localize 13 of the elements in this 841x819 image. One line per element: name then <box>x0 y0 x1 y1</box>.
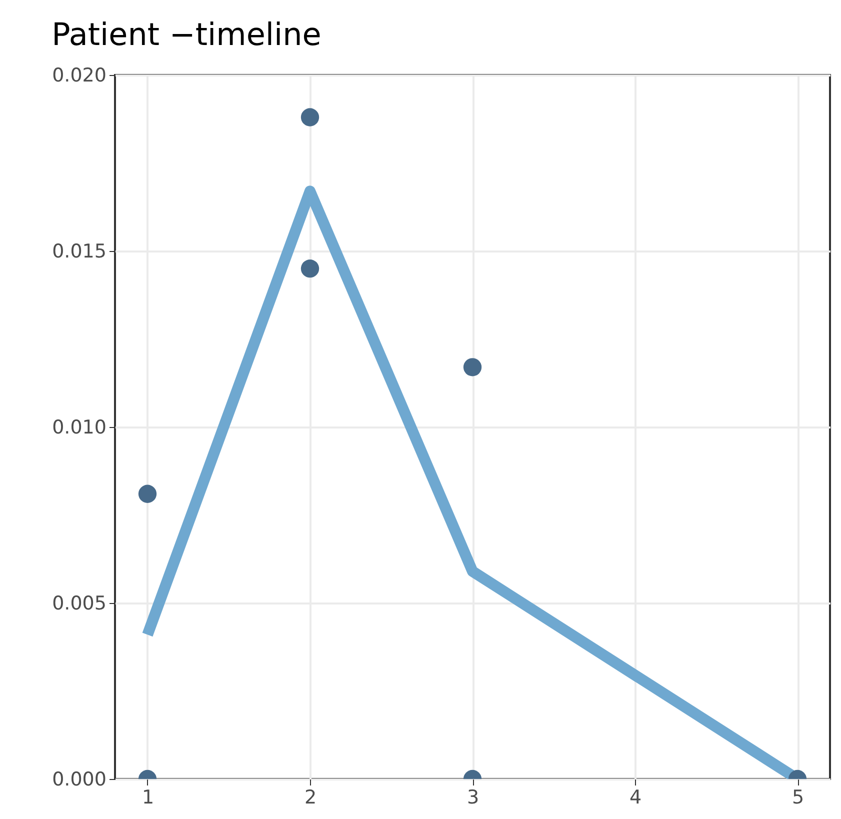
point <box>463 358 482 376</box>
y-tick-label: 0.010 <box>52 416 106 438</box>
x-tick-label: 4 <box>629 786 642 808</box>
x-tick-label: 5 <box>792 786 804 808</box>
y-tick-label: 0.000 <box>52 768 106 790</box>
y-tick-label: 0.015 <box>52 240 106 262</box>
y-tick-label: 0.005 <box>52 592 106 614</box>
chart-title: Patient −timeline <box>52 17 322 53</box>
x-tick-label: 2 <box>304 786 317 808</box>
point <box>300 260 320 278</box>
x-tick-label: 3 <box>466 786 480 808</box>
y-tick-label: 0.020 <box>52 64 106 86</box>
x-tick-label: 1 <box>142 786 154 808</box>
